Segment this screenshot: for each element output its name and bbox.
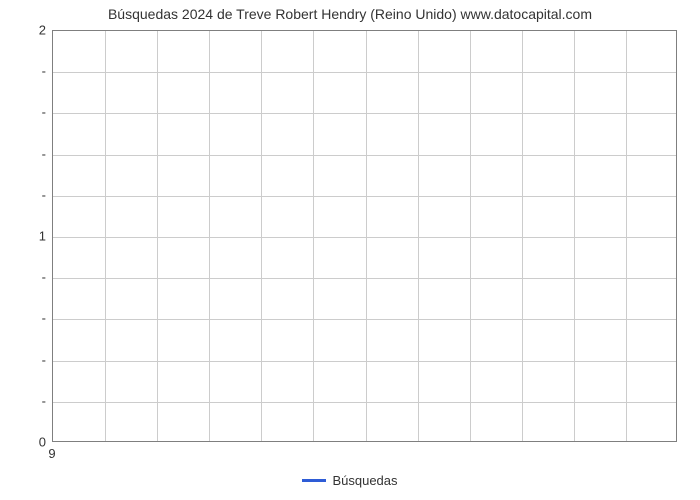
gridline-horizontal — [53, 196, 676, 197]
y-tick-label: 1 — [6, 229, 46, 244]
gridline-vertical — [366, 31, 367, 441]
gridline-vertical — [157, 31, 158, 441]
gridline-horizontal — [53, 278, 676, 279]
gridline-vertical — [418, 31, 419, 441]
legend: Búsquedas — [0, 472, 700, 488]
y-minor-tick: - — [40, 311, 46, 326]
gridline-vertical — [626, 31, 627, 441]
y-minor-tick: - — [40, 352, 46, 367]
gridline-horizontal — [53, 237, 676, 238]
chart-title: Búsquedas 2024 de Treve Robert Hendry (R… — [0, 6, 700, 22]
gridline-horizontal — [53, 113, 676, 114]
legend-label: Búsquedas — [332, 473, 397, 488]
plot-area — [52, 30, 677, 442]
y-tick-label: 2 — [6, 23, 46, 38]
chart-container: Búsquedas 2024 de Treve Robert Hendry (R… — [0, 0, 700, 500]
gridline-horizontal — [53, 72, 676, 73]
gridline-vertical — [574, 31, 575, 441]
gridline-horizontal — [53, 402, 676, 403]
y-minor-tick: - — [40, 64, 46, 79]
y-minor-tick: - — [40, 270, 46, 285]
gridline-horizontal — [53, 319, 676, 320]
gridline-vertical — [470, 31, 471, 441]
gridline-vertical — [209, 31, 210, 441]
y-minor-tick: - — [40, 105, 46, 120]
gridline-vertical — [261, 31, 262, 441]
y-minor-tick: - — [40, 393, 46, 408]
gridline-horizontal — [53, 361, 676, 362]
gridline-vertical — [313, 31, 314, 441]
legend-swatch — [302, 479, 326, 482]
y-minor-tick: - — [40, 146, 46, 161]
y-tick-label: 0 — [6, 435, 46, 450]
gridline-vertical — [105, 31, 106, 441]
y-minor-tick: - — [40, 187, 46, 202]
x-tick-label: 9 — [48, 446, 55, 461]
gridline-horizontal — [53, 155, 676, 156]
gridline-vertical — [522, 31, 523, 441]
